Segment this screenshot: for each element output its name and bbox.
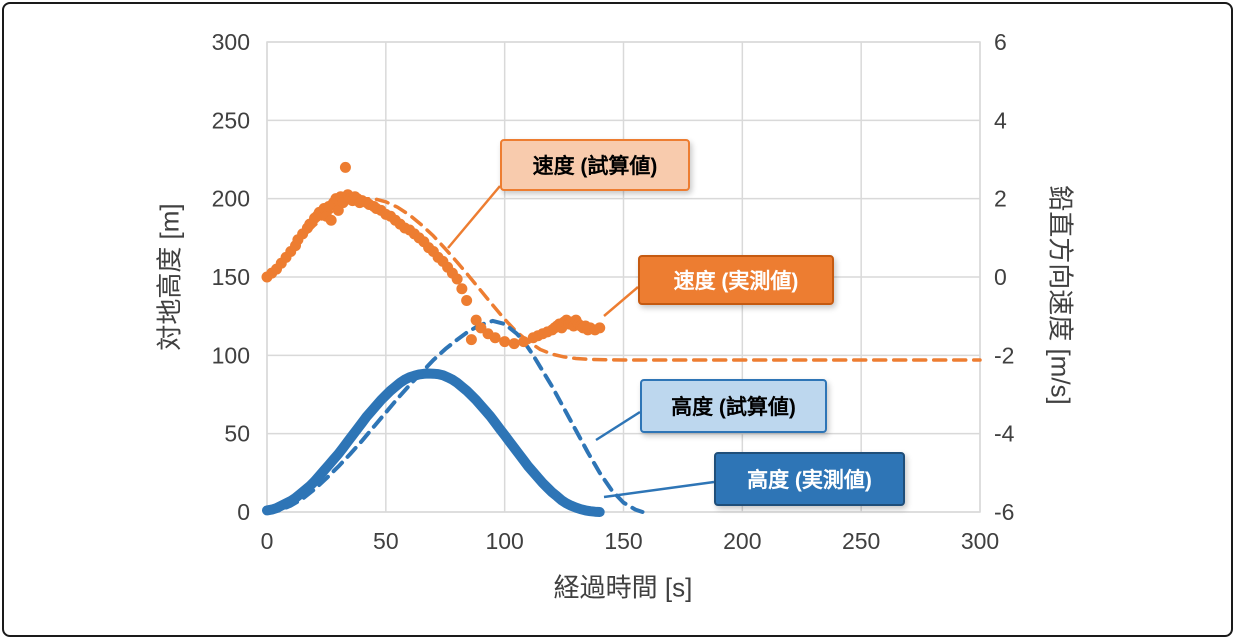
series-line-altitude-calculated: [265, 318, 645, 514]
y-right-tick-label: -4: [994, 421, 1015, 447]
series-point-velocity-measured: [499, 336, 511, 348]
y-right-tick-label: 0: [994, 264, 1007, 290]
x-tick-label: 250: [842, 528, 880, 554]
series-point-velocity-measured: [451, 273, 463, 285]
annotation-leader-speed-calc: [447, 185, 501, 249]
x-tick-label: 50: [373, 528, 399, 554]
series-point-velocity-measured: [465, 334, 477, 346]
y-left-tick-label: 0: [237, 499, 250, 525]
annotation-alt-calc: 高度 (試算値): [640, 379, 827, 433]
y-right-axis-title: 鉛直方向速度 [m/s]: [1045, 185, 1076, 405]
x-tick-label: 200: [723, 528, 761, 554]
y-right-tick-label: -2: [994, 342, 1014, 368]
annotation-leader-alt-calc: [595, 410, 641, 442]
y-left-tick-label: 250: [212, 107, 250, 133]
y-left-tick-label: 100: [212, 342, 250, 368]
series-point-velocity-measured: [518, 336, 530, 348]
y-right-tick-label: -6: [994, 499, 1014, 525]
x-tick-label: 300: [961, 528, 999, 554]
annotation-alt-meas: 高度 (実測値): [714, 452, 905, 506]
x-tick-label: 150: [604, 528, 642, 554]
y-left-axis-title: 対地高度 [m]: [154, 203, 185, 351]
x-tick-label: 0: [261, 528, 274, 554]
series-point-velocity-measured: [461, 295, 473, 306]
y-right-tick-label: 2: [994, 186, 1007, 212]
annotation-speed-meas: 速度 (実測値): [638, 255, 834, 305]
y-right-tick-label: 6: [994, 29, 1007, 55]
y-left-tick-label: 150: [212, 264, 250, 290]
annotation-leader-speed-meas: [603, 286, 639, 317]
series-line-altitude-measured: [262, 368, 605, 517]
y-left-tick-label: 300: [212, 29, 250, 55]
series-point-velocity-measured: [339, 161, 351, 173]
y-right-tick-label: 4: [994, 107, 1007, 133]
series-point-velocity-measured: [489, 332, 501, 344]
annotation-leader-alt-meas: [603, 480, 715, 499]
series-point-velocity-measured: [456, 283, 468, 295]
annotation-speed-calc: 速度 (試算値): [500, 139, 690, 191]
y-left-tick-label: 200: [212, 186, 250, 212]
series-point-velocity-measured: [325, 214, 337, 226]
x-tick-label: 100: [485, 528, 523, 554]
x-axis-title: 経過時間 [s]: [553, 572, 693, 603]
series-point-velocity-measured: [508, 338, 520, 350]
series-point-velocity-measured: [594, 322, 606, 334]
y-left-tick-label: 50: [224, 421, 250, 447]
